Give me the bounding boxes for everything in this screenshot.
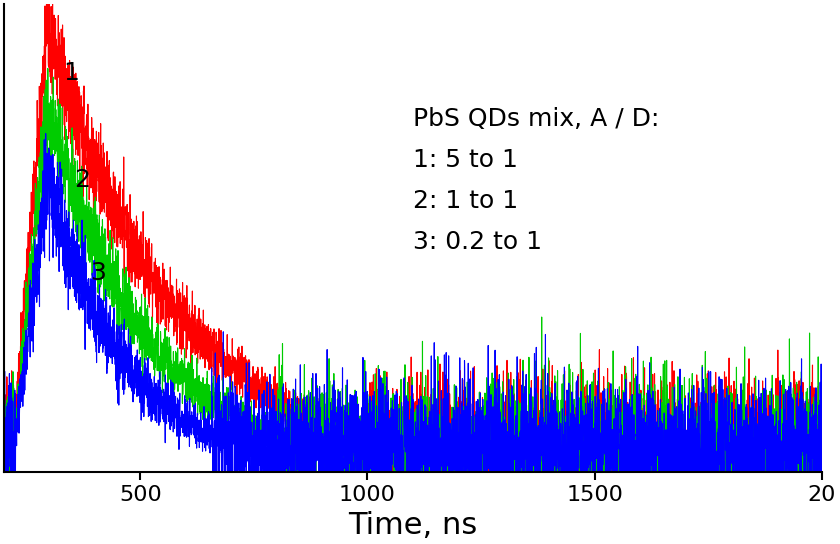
X-axis label: Time, ns: Time, ns bbox=[349, 511, 477, 540]
Text: 3: 3 bbox=[91, 262, 107, 286]
Text: 1: 1 bbox=[63, 61, 79, 85]
Text: 2: 2 bbox=[75, 168, 91, 192]
Text: PbS QDs mix, A / D:
1: 5 to 1
2: 1 to 1
3: 0.2 to 1: PbS QDs mix, A / D: 1: 5 to 1 2: 1 to 1 … bbox=[413, 107, 659, 255]
